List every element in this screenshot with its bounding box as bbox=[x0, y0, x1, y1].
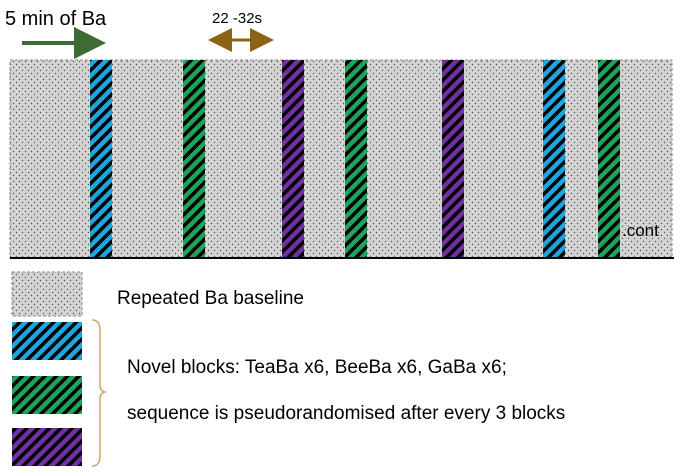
novel-block bbox=[183, 60, 205, 258]
novel-block bbox=[345, 60, 367, 258]
continuation-label: .cont bbox=[622, 221, 659, 240]
bracket bbox=[91, 319, 107, 467]
sequence-legend: sequence is pseudorandomised after every… bbox=[127, 403, 565, 424]
legend-swatch bbox=[12, 322, 82, 360]
novel-block bbox=[442, 60, 464, 258]
legend-swatch bbox=[12, 376, 82, 414]
legend-swatch bbox=[11, 271, 83, 317]
timeline: .cont bbox=[9, 59, 674, 259]
baseline-legend: Repeated Ba baseline bbox=[117, 288, 304, 309]
novel-block bbox=[282, 60, 304, 258]
duration-label: 5 min of Ba bbox=[5, 8, 107, 30]
legend: Repeated Ba baseline Novel blocks: TeaBa… bbox=[11, 271, 565, 467]
novel-block bbox=[598, 60, 620, 258]
novel-block bbox=[543, 60, 565, 258]
interval-label: 22 -32s bbox=[212, 10, 262, 27]
novel-block bbox=[90, 60, 112, 258]
novel-legend: Novel blocks: TeaBa x6, BeeBa x6, GaBa x… bbox=[127, 357, 507, 378]
legend-swatch bbox=[12, 428, 82, 466]
